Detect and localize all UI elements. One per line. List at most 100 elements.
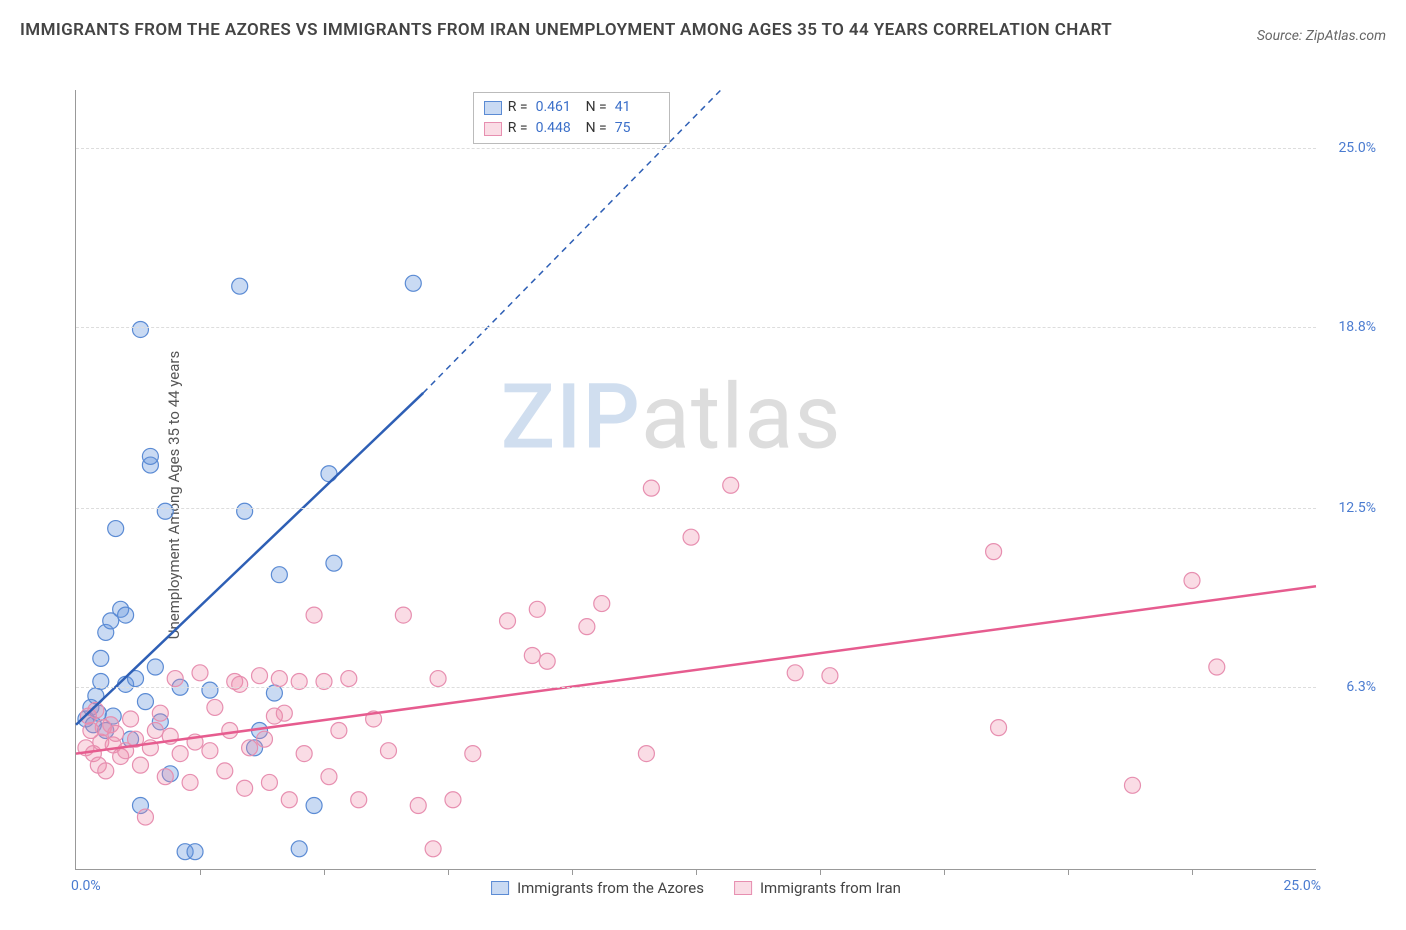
x-tick-mark — [820, 869, 821, 875]
data-point — [291, 841, 307, 857]
legend-item-iran: Immigrants from Iran — [734, 879, 901, 897]
x-tick-mark — [1192, 869, 1193, 875]
data-point — [410, 798, 426, 814]
stats-row-iran: R = 0.448 N = 75 — [484, 118, 659, 139]
data-point — [192, 665, 208, 681]
scatter-svg — [76, 90, 1316, 869]
data-point — [500, 613, 516, 629]
data-point — [529, 601, 545, 617]
data-point — [157, 503, 173, 519]
data-point — [252, 668, 268, 684]
data-point — [465, 746, 481, 762]
x-tick-mark — [1068, 869, 1069, 875]
data-point — [217, 763, 233, 779]
data-point — [167, 671, 183, 687]
data-point — [222, 723, 238, 739]
data-point — [108, 521, 124, 537]
y-tick-label: 18.8% — [1338, 319, 1376, 335]
data-point — [331, 723, 347, 739]
x-tick-mark — [944, 869, 945, 875]
data-point — [306, 798, 322, 814]
data-point — [579, 619, 595, 635]
data-point — [683, 529, 699, 545]
y-tick-label: 25.0% — [1338, 140, 1376, 156]
data-point — [256, 731, 272, 747]
gridline — [76, 508, 1316, 509]
data-point — [594, 596, 610, 612]
data-point — [202, 743, 218, 759]
x-tick-min: 0.0% — [71, 878, 101, 894]
data-point — [271, 567, 287, 583]
data-point — [787, 665, 803, 681]
n-label: N = — [586, 97, 607, 118]
data-point — [108, 725, 124, 741]
data-point — [405, 275, 421, 291]
data-point — [638, 746, 654, 762]
data-point — [306, 607, 322, 623]
data-point — [425, 841, 441, 857]
data-point — [157, 769, 173, 785]
data-point — [822, 668, 838, 684]
data-point — [261, 774, 277, 790]
data-point — [276, 705, 292, 721]
y-tick-label: 12.5% — [1338, 500, 1376, 516]
data-point — [232, 676, 248, 692]
data-point — [539, 653, 555, 669]
x-tick-max: 25.0% — [1283, 878, 1321, 894]
data-point — [281, 792, 297, 808]
trend-line — [76, 393, 423, 725]
data-point — [321, 769, 337, 785]
swatch-blue-icon — [491, 881, 509, 895]
r-value-azores: 0.461 — [536, 97, 580, 118]
data-point — [187, 844, 203, 860]
legend-label-azores: Immigrants from the Azores — [517, 879, 704, 897]
data-point — [723, 477, 739, 493]
data-point — [98, 763, 114, 779]
data-point — [1124, 777, 1140, 793]
n-value-azores: 41 — [615, 97, 659, 118]
data-point — [1209, 659, 1225, 675]
x-tick-mark — [448, 869, 449, 875]
stats-row-azores: R = 0.461 N = 41 — [484, 97, 659, 118]
data-point — [380, 743, 396, 759]
data-point — [132, 757, 148, 773]
data-point — [341, 671, 357, 687]
x-tick-mark — [696, 869, 697, 875]
chart-container: Unemployment Among Ages 35 to 44 years Z… — [20, 80, 1386, 910]
data-point — [430, 671, 446, 687]
data-point — [445, 792, 461, 808]
data-point — [123, 711, 139, 727]
y-tick-label: 6.3% — [1346, 679, 1376, 695]
data-point — [137, 809, 153, 825]
plot-area: ZIPatlas R = 0.461 N = 41 R = 0.448 N = … — [75, 90, 1316, 870]
data-point — [147, 659, 163, 675]
data-point — [237, 780, 253, 796]
data-point — [93, 650, 109, 666]
data-point — [207, 699, 223, 715]
data-point — [986, 544, 1002, 560]
gridline — [76, 148, 1316, 149]
data-point — [152, 705, 168, 721]
data-point — [1184, 572, 1200, 588]
data-point — [524, 647, 540, 663]
swatch-blue-icon — [484, 101, 502, 115]
data-point — [271, 671, 287, 687]
series-legend: Immigrants from the Azores Immigrants fr… — [491, 879, 901, 897]
x-tick-mark — [324, 869, 325, 875]
legend-item-azores: Immigrants from the Azores — [491, 879, 704, 897]
source-label: Source: ZipAtlas.com — [1257, 28, 1386, 44]
data-point — [326, 555, 342, 571]
gridline — [76, 687, 1316, 688]
x-tick-mark — [572, 869, 573, 875]
data-point — [147, 723, 163, 739]
swatch-pink-icon — [484, 122, 502, 136]
swatch-pink-icon — [734, 881, 752, 895]
data-point — [232, 278, 248, 294]
data-point — [202, 682, 218, 698]
data-point — [182, 774, 198, 790]
data-point — [132, 321, 148, 337]
n-value-iran: 75 — [615, 118, 659, 139]
stats-legend: R = 0.461 N = 41 R = 0.448 N = 75 — [473, 92, 670, 144]
data-point — [137, 694, 153, 710]
data-point — [643, 480, 659, 496]
